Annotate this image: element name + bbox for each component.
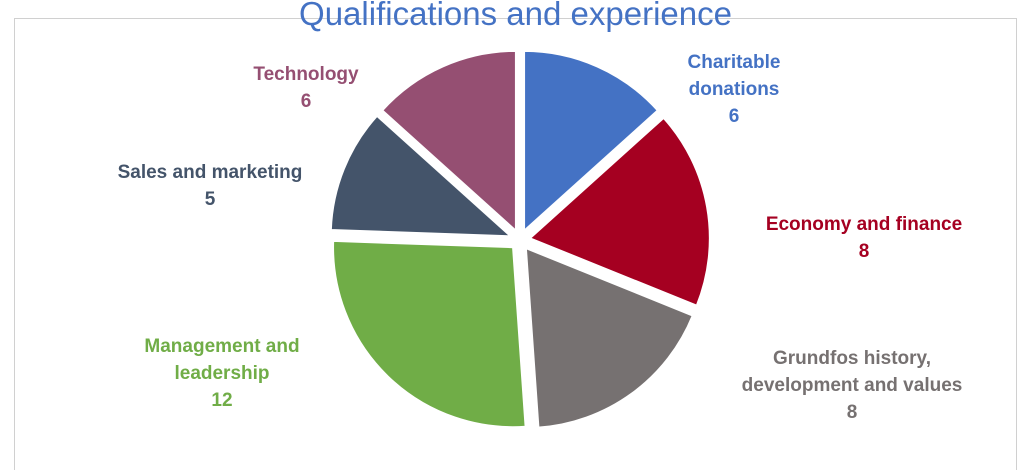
slice-data-label: Technology 6 xyxy=(253,64,359,112)
chart-title: Qualifications and experience xyxy=(299,0,732,32)
slice-data-label: Charitable donations 6 xyxy=(688,52,781,127)
slice-data-label: Sales and marketing 5 xyxy=(118,162,303,210)
pie-slice xyxy=(380,49,517,234)
pie-slice xyxy=(523,49,660,234)
pie-slice xyxy=(524,246,695,429)
slice-data-label: Grundfos history, development and values 8 xyxy=(742,348,963,423)
slice-data-label: Management and leadership 12 xyxy=(144,336,299,411)
pie-slice xyxy=(329,114,514,238)
pie-slice xyxy=(527,116,711,307)
slice-data-label: Economy and finance 8 xyxy=(766,214,962,262)
pie-slice xyxy=(332,239,527,429)
